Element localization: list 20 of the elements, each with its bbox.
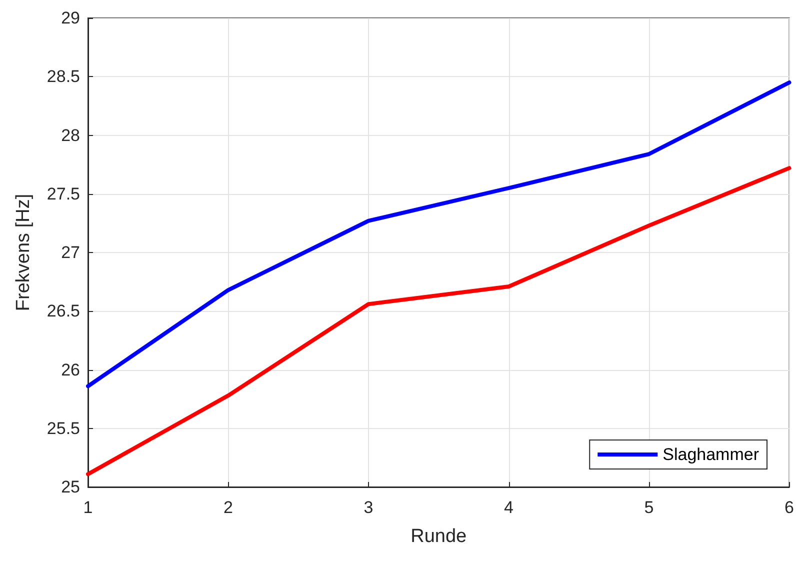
line-series	[86, 166, 792, 476]
x-axis-title: Runde	[410, 526, 467, 547]
y-axis-title: Frekvens [Hz]	[13, 194, 34, 312]
y-tick-label: 25.5	[46, 418, 80, 438]
y-tick-label: 26	[61, 360, 80, 380]
y-tick-label: 27	[61, 243, 80, 262]
y-tick-label: 29	[61, 8, 80, 28]
y-tick-label: 27.5	[46, 184, 80, 204]
y-tick-label: 25	[61, 478, 80, 496]
x-tick-label: 5	[644, 498, 654, 517]
x-tick-label: 3	[364, 498, 374, 517]
line-series	[86, 80, 792, 388]
y-tick-label: 28	[61, 126, 80, 145]
y-tick-label: 28.5	[46, 67, 80, 86]
x-tick-label: 2	[224, 498, 233, 517]
x-tick-label: 4	[504, 498, 514, 517]
legend-label: Slaghammer	[662, 445, 760, 464]
x-tick-label: 6	[784, 498, 794, 517]
y-tick-label: 26.5	[46, 302, 80, 321]
x-tick-label: 1	[83, 498, 93, 517]
